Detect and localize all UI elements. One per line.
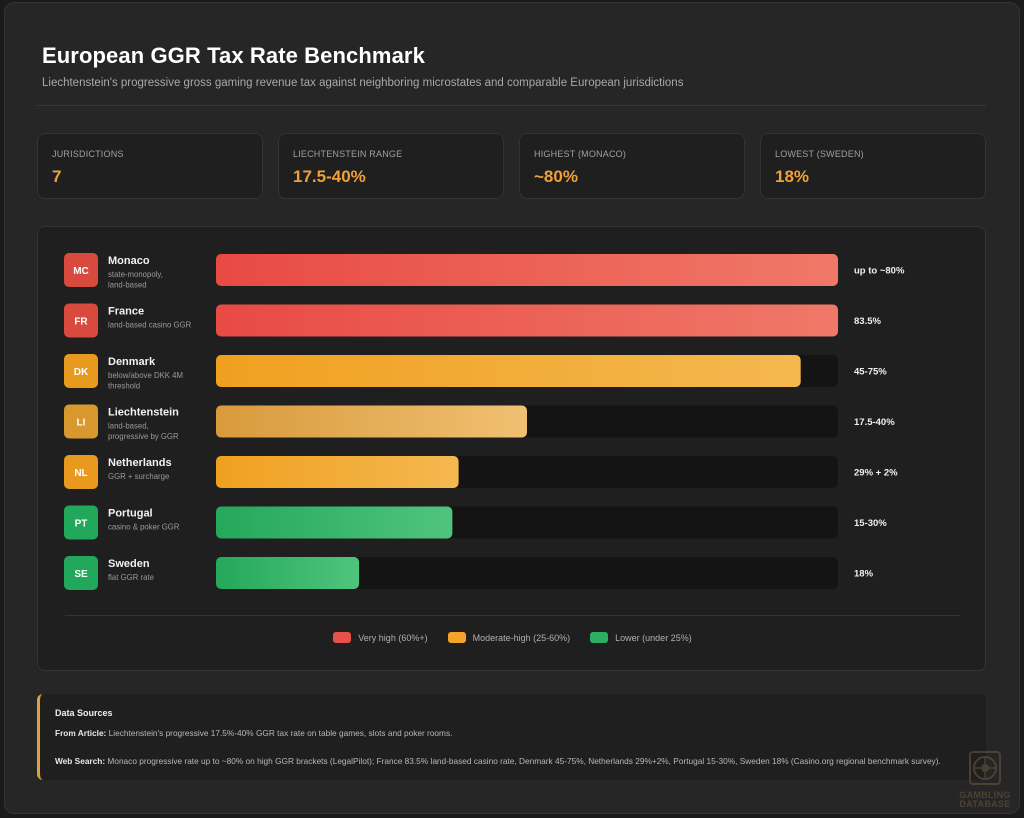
legend-divider (65, 615, 960, 616)
country-note: state-monopoly, land-based (108, 270, 163, 290)
country-code: SE (74, 569, 88, 580)
sources-heading: Data Sources (55, 708, 113, 718)
country-name: Monaco (108, 255, 150, 267)
country-badge-sweden (64, 556, 98, 590)
source-article-text: Liechtenstein's progressive 17.5%-40% GG… (106, 728, 453, 738)
legend-label: Moderate-high (25-60%) (472, 632, 571, 643)
country-code: PT (75, 519, 88, 530)
bar-value-label: 29% + 2% (854, 468, 898, 479)
country-code: MC (73, 266, 89, 277)
stat-label: JURISDICTIONS (52, 149, 124, 159)
bar-monaco (216, 254, 838, 286)
bar-sweden (216, 557, 360, 589)
country-name: France (108, 306, 144, 318)
source-article: From Article: Liechtenstein's progressiv… (55, 728, 452, 738)
bar-track (216, 557, 838, 589)
stat-card-liechtenstein-range: LIECHTENSTEIN RANGE 17.5-40% (278, 133, 504, 199)
stat-label: LIECHTENSTEIN RANGE (293, 149, 403, 159)
country-code: DK (74, 367, 89, 378)
country-code: FR (74, 317, 88, 328)
country-note: GGR + surcharge (108, 472, 169, 481)
bar-france (216, 304, 838, 337)
stat-card-jurisdictions: JURISDICTIONS 7 (37, 133, 263, 199)
legend-label: Lower (under 25%) (615, 632, 692, 643)
legend-item-very-high: Very high (60%+) (333, 632, 428, 643)
country-note: land-based, progressive by GGR (108, 422, 179, 442)
page-title: European GGR Tax Rate Benchmark (42, 43, 425, 68)
stat-value: ~80% (534, 167, 578, 186)
bar-value-label: 17.5-40% (854, 417, 895, 428)
country-note: casino & poker GGR (108, 523, 180, 532)
source-article-label: From Article: (55, 728, 107, 738)
bar-value-label: up to ~80% (854, 266, 905, 277)
source-web: Web Search: Monaco progressive rate up t… (55, 756, 941, 766)
bar-chart: MC Monaco state-monopoly, land-based up to ~… (64, 253, 905, 590)
bar-portugal (216, 506, 453, 539)
country-badge-liechtenstein (64, 404, 98, 439)
header-divider (37, 105, 986, 106)
bar-value-label: 83.5% (854, 316, 881, 327)
bar-liechtenstein (216, 405, 527, 438)
source-web-text: Monaco progressive rate up to ~80% on hi… (105, 756, 941, 766)
country-badge-netherlands (64, 455, 98, 489)
country-note: flat GGR rate (108, 573, 154, 582)
chart-legend: Very high (60%+) Moderate-high (25-60%) … (38, 632, 987, 643)
source-web-label: Web Search: (55, 756, 106, 766)
legend-label: Very high (60%+) (358, 632, 428, 643)
stat-value: 17.5-40% (293, 167, 366, 186)
legend-swatch (447, 632, 466, 643)
country-code: LI (77, 418, 86, 429)
country-badge-monaco (64, 253, 98, 287)
roulette-icon (969, 751, 1001, 785)
legend-swatch (590, 632, 609, 643)
watermark-text: GAMBLING DATABASE (952, 791, 1018, 809)
stat-value: 7 (52, 167, 62, 186)
watermark-line-2: DATABASE (959, 799, 1011, 809)
legend-item-lower: Lower (under 25%) (590, 632, 692, 643)
bar-value-label: 45-75% (854, 367, 887, 378)
stat-card-lowest: LOWEST (SWEDEN) 18% (760, 133, 986, 199)
country-name: Liechtenstein (108, 407, 179, 419)
stat-card-highest: HIGHEST (MONACO) ~80% (519, 133, 745, 199)
legend-item-moderate-high: Moderate-high (25-60%) (447, 632, 571, 643)
bar-value-label: 18% (854, 569, 874, 580)
country-name: Portugal (108, 508, 153, 520)
watermark-logo: GAMBLING DATABASE (952, 750, 1018, 814)
stat-label: HIGHEST (MONACO) (534, 149, 627, 159)
bar-denmark (216, 355, 801, 387)
country-code: NL (74, 468, 87, 479)
stat-label: LOWEST (SWEDEN) (775, 149, 864, 159)
chart-panel: MC Monaco state-monopoly, land-based up to ~… (37, 226, 986, 671)
country-badge-france (64, 303, 98, 338)
watermark-line-1: GAMBLING (959, 790, 1011, 800)
country-name: Denmark (108, 356, 156, 368)
country-badge-portugal (64, 505, 98, 540)
legend-swatch (333, 632, 352, 643)
stat-value: 18% (775, 167, 810, 186)
country-name: Netherlands (108, 457, 172, 469)
page-subtitle: Liechtenstein's progressive gross gaming… (42, 77, 684, 89)
data-sources-box: Data Sources From Article: Liechtenstein… (37, 694, 986, 780)
bar-netherlands (216, 456, 459, 488)
country-name: Sweden (108, 558, 150, 570)
country-note: below/above DKK 4M threshold (108, 371, 183, 391)
bar-value-label: 15-30% (854, 518, 887, 529)
country-note: land-based casino GGR (108, 321, 192, 330)
country-badge-denmark (64, 354, 98, 388)
